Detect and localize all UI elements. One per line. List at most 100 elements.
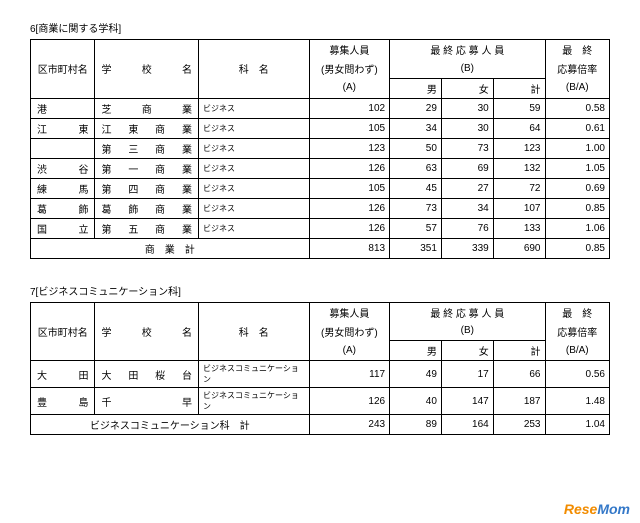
cell-r: 0.85 (545, 198, 610, 218)
cell-m: 57 (390, 218, 442, 238)
cell-r: 1.00 (545, 138, 610, 158)
cell-cap: 126 (309, 198, 390, 218)
cell-t: 187 (493, 388, 545, 415)
section7-title: 7[ビジネスコミュニケーション科] (30, 283, 610, 298)
table-row: 港芝 商 業ビジネス1022930590.58 (31, 98, 610, 118)
cell-cap: 126 (309, 218, 390, 238)
watermark-right: Mom (597, 501, 630, 517)
cell-m: 50 (390, 138, 442, 158)
cell-r: 1.06 (545, 218, 610, 238)
cell-t: 72 (493, 178, 545, 198)
hdr-male: 男 (390, 78, 442, 98)
cell-school: 第 四 商 業 (95, 178, 199, 198)
hdr-app1: 最 終 応 募 人 員 (390, 40, 545, 60)
cell-t: 133 (493, 218, 545, 238)
total-r: 0.85 (545, 238, 610, 258)
cell-m: 40 (390, 388, 442, 415)
cell-r: 1.48 (545, 388, 610, 415)
cell-m: 49 (390, 361, 442, 388)
cell-f: 76 (441, 218, 493, 238)
cell-t: 59 (493, 98, 545, 118)
hdr-ratio2-7: 応募倍率 (545, 322, 610, 341)
cell-m: 29 (390, 98, 442, 118)
hdr-female: 女 (441, 78, 493, 98)
cell-school: 第 五 商 業 (95, 218, 199, 238)
cell-m: 73 (390, 198, 442, 218)
cell-dept: ビジネス (199, 178, 310, 198)
total-m: 351 (390, 238, 442, 258)
hdr-dept-7: 科 名 (199, 302, 310, 361)
hdr-ratio2: 応募倍率 (545, 59, 610, 78)
hdr-ratio1-7: 最 終 (545, 302, 610, 322)
cell-dept: ビジネス (199, 138, 310, 158)
cell-cap: 102 (309, 98, 390, 118)
hdr-ratio3: (B/A) (545, 78, 610, 98)
cell-school: 江 東 商 業 (95, 118, 199, 138)
cell-r: 0.61 (545, 118, 610, 138)
cell-ward: 港 (31, 98, 95, 118)
cell-ward: 葛飾 (31, 198, 95, 218)
table-row: 大田大 田 桜 台ビジネスコミュニケーション1174917660.56 (31, 361, 610, 388)
hdr-total-7: 計 (493, 341, 545, 361)
cell-f: 73 (441, 138, 493, 158)
hdr-ratio3-7: (B/A) (545, 341, 610, 361)
hdr-ward: 区市町村名 (31, 40, 95, 99)
cell-dept: ビジネス (199, 198, 310, 218)
cell-school: 大 田 桜 台 (95, 361, 199, 388)
hdr-female-7: 女 (441, 341, 493, 361)
total-label: 商 業 計 (31, 238, 310, 258)
cell-cap: 117 (309, 361, 390, 388)
hdr-cap1: 募集人員 (309, 40, 390, 60)
hdr-male-7: 男 (390, 341, 442, 361)
table-section6: 区市町村名 学 校 名 科 名 募集人員 最 終 応 募 人 員 最 終 (男女… (30, 39, 610, 259)
total-f: 164 (441, 415, 493, 435)
hdr-cap3: (A) (309, 78, 390, 98)
cell-dept: ビジネス (199, 118, 310, 138)
table-row: 国立第 五 商 業ビジネス12657761331.06 (31, 218, 610, 238)
cell-dept: ビジネスコミュニケーション (199, 361, 310, 388)
total-row: 商 業 計8133513396900.85 (31, 238, 610, 258)
total-t: 690 (493, 238, 545, 258)
hdr-app2-7: (B) (390, 322, 545, 341)
cell-ward: 江東 (31, 118, 95, 138)
hdr-school: 学 校 名 (95, 40, 199, 99)
cell-f: 27 (441, 178, 493, 198)
cell-r: 0.69 (545, 178, 610, 198)
cell-m: 45 (390, 178, 442, 198)
cell-f: 30 (441, 118, 493, 138)
cell-m: 63 (390, 158, 442, 178)
cell-cap: 105 (309, 178, 390, 198)
cell-t: 66 (493, 361, 545, 388)
cell-school: 葛 飾 商 業 (95, 198, 199, 218)
cell-r: 0.56 (545, 361, 610, 388)
cell-m: 34 (390, 118, 442, 138)
cell-dept: ビジネス (199, 158, 310, 178)
cell-t: 132 (493, 158, 545, 178)
cell-ward: 豊島 (31, 388, 95, 415)
total-t: 253 (493, 415, 545, 435)
table-row: 江東江 東 商 業ビジネス1053430640.61 (31, 118, 610, 138)
cell-t: 64 (493, 118, 545, 138)
hdr-app1-7: 最 終 応 募 人 員 (390, 302, 545, 322)
cell-ward: 練馬 (31, 178, 95, 198)
total-row: ビジネスコミュニケーション科 計243891642531.04 (31, 415, 610, 435)
table-row: 練馬第 四 商 業ビジネス1054527720.69 (31, 178, 610, 198)
cell-ward: 国立 (31, 218, 95, 238)
cell-ward: 渋谷 (31, 158, 95, 178)
hdr-ratio1: 最 終 (545, 40, 610, 60)
cell-r: 0.58 (545, 98, 610, 118)
hdr-cap3-7: (A) (309, 341, 390, 361)
cell-dept: ビジネスコミュニケーション (199, 388, 310, 415)
cell-t: 123 (493, 138, 545, 158)
cell-ward (31, 138, 95, 158)
cell-f: 69 (441, 158, 493, 178)
hdr-dept: 科 名 (199, 40, 310, 99)
cell-cap: 126 (309, 158, 390, 178)
hdr-cap1-7: 募集人員 (309, 302, 390, 322)
table-row: 葛飾葛 飾 商 業ビジネス12673341070.85 (31, 198, 610, 218)
cell-school: 千 早 (95, 388, 199, 415)
cell-school: 第 一 商 業 (95, 158, 199, 178)
cell-dept: ビジネス (199, 218, 310, 238)
section6-title: 6[商業に関する学科] (30, 20, 610, 35)
watermark-left: Rese (564, 501, 597, 517)
